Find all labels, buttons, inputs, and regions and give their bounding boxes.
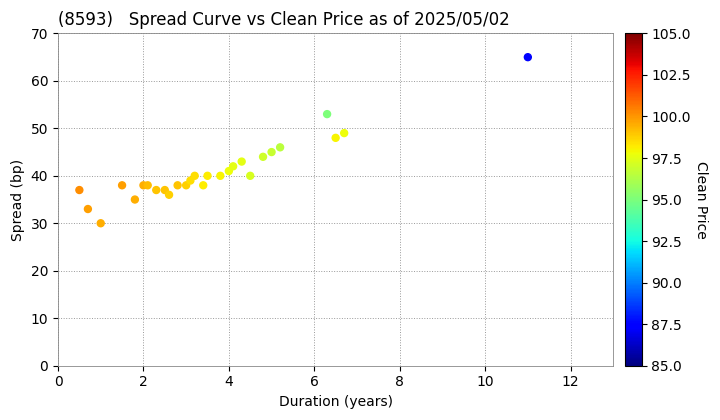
Point xyxy=(228,163,239,170)
Point xyxy=(73,186,85,193)
Point xyxy=(321,111,333,118)
Point xyxy=(274,144,286,151)
Point xyxy=(138,182,149,189)
Point xyxy=(522,54,534,60)
Point xyxy=(330,134,341,141)
Point xyxy=(117,182,128,189)
Point xyxy=(129,196,140,203)
Point xyxy=(163,192,175,198)
Text: (8593)   Spread Curve vs Clean Price as of 2025/05/02: (8593) Spread Curve vs Clean Price as of… xyxy=(58,11,510,29)
Point xyxy=(142,182,153,189)
Point xyxy=(197,182,209,189)
Point xyxy=(184,177,196,184)
Point xyxy=(266,149,277,155)
Point xyxy=(159,186,171,193)
Point xyxy=(82,206,94,213)
Y-axis label: Clean Price: Clean Price xyxy=(693,161,708,239)
Point xyxy=(338,130,350,136)
Point xyxy=(95,220,107,227)
Point xyxy=(202,173,213,179)
Point xyxy=(150,186,162,193)
Point xyxy=(215,173,226,179)
Y-axis label: Spread (bp): Spread (bp) xyxy=(11,158,25,241)
Point xyxy=(223,168,235,174)
Point xyxy=(189,173,200,179)
Point xyxy=(257,153,269,160)
Point xyxy=(181,182,192,189)
Point xyxy=(236,158,248,165)
Point xyxy=(172,182,184,189)
X-axis label: Duration (years): Duration (years) xyxy=(279,395,392,409)
Point xyxy=(245,173,256,179)
